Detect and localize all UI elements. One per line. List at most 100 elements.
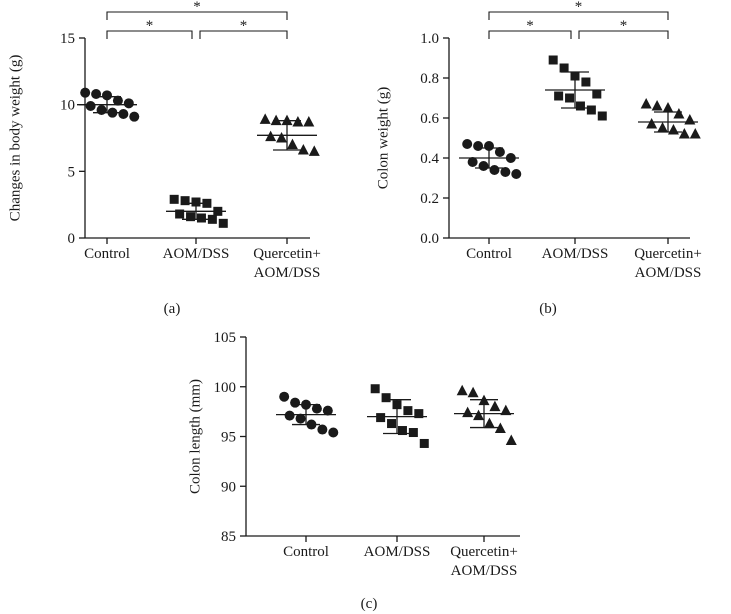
data-point-square (169, 194, 179, 204)
data-point-square (218, 218, 228, 228)
data-point-triangle (662, 102, 674, 113)
panel-label: (a) (164, 301, 181, 317)
data-point-triangle (646, 118, 658, 129)
data-point-triangle (667, 124, 679, 135)
data-point-square (581, 77, 591, 87)
series-1 (459, 139, 522, 179)
y-axis-label: Colon weight (g) (375, 87, 391, 190)
data-point-square (559, 63, 569, 73)
significance-label: * (146, 18, 154, 34)
x-tick-label-line: Quercetin+ (634, 246, 702, 262)
x-tick-label: Quercetin+ AOM/DSS (450, 544, 518, 579)
data-point-circle (478, 161, 489, 171)
x-tick-label-line: Control (283, 544, 329, 560)
x-tick-label: Control (283, 544, 329, 560)
data-point-circle (511, 169, 522, 179)
x-tick-label-line: Quercetin+ (253, 246, 321, 262)
x-tick-label-line: AOM/DSS (635, 265, 702, 281)
series-1 (77, 87, 140, 122)
data-point-circle (118, 109, 129, 119)
data-point-square (565, 93, 575, 103)
y-axis-label: Changes in body weight (g) (7, 55, 23, 222)
data-point-triangle (303, 116, 315, 127)
axes (443, 37, 690, 244)
significance-bracket: * (106, 0, 288, 20)
data-point-triangle (297, 144, 309, 155)
data-point-triangle (494, 422, 506, 434)
data-point-circle (279, 391, 290, 402)
significance-bracket: * (488, 18, 572, 39)
data-point-circle (85, 101, 96, 111)
data-point-triangle (489, 400, 501, 412)
data-point-triangle (473, 409, 485, 421)
y-tick-label: 1.0 (420, 31, 439, 47)
significance-bracket: * (488, 0, 669, 20)
y-tick-label: 0 (68, 231, 76, 247)
panel-label: (c) (361, 596, 378, 612)
y-tick-label: 95 (221, 430, 236, 446)
x-tick-label-line: Control (466, 246, 512, 262)
data-point-square (196, 213, 206, 223)
data-point-square (175, 209, 185, 219)
chart-panel-2: 0.0 0.2 0.4 0.6 0.8 1.0 Colon weight (g) Contro… (375, 0, 702, 317)
series-3 (638, 98, 701, 139)
x-tick-label: Quercetin+ AOM/DSS (634, 246, 702, 281)
x-tick-label-line: Quercetin+ (450, 544, 518, 560)
y-tick-label: 0.6 (420, 111, 439, 127)
significance-label: * (526, 18, 534, 34)
data-point-circle (290, 397, 301, 408)
x-tick-label-line: AOM/DSS (542, 246, 609, 262)
x-tick-label-line: AOM/DSS (451, 563, 518, 579)
bracket-line (578, 30, 669, 39)
significance-label: * (575, 0, 583, 15)
y-tick-label: 85 (221, 529, 236, 545)
y-tick-label: 5 (68, 164, 76, 180)
data-point-circle (500, 167, 511, 177)
data-point-circle (489, 165, 500, 175)
y-tick-label: 10 (60, 98, 75, 114)
data-point-square (207, 214, 217, 224)
data-point-square (414, 409, 424, 419)
data-point-triangle (651, 100, 663, 111)
data-point-triangle (505, 434, 517, 445)
series-3 (257, 113, 320, 156)
y-tick-label: 15 (60, 31, 75, 47)
data-point-square (186, 212, 196, 222)
data-point-triangle (684, 114, 696, 125)
data-point-circle (462, 139, 473, 149)
x-tick-label: Control (84, 246, 130, 262)
chart-panel-1: 0 5 10 15 Changes in body weight (g) Control A… (7, 0, 321, 317)
data-point-circle (123, 98, 134, 109)
data-point-triangle (678, 128, 690, 139)
data-point-circle (328, 427, 339, 438)
data-point-square (597, 111, 607, 121)
data-point-square (370, 384, 380, 394)
data-point-square (191, 197, 201, 207)
data-point-circle (467, 157, 478, 167)
data-point-triangle (286, 138, 298, 150)
data-point-square (554, 91, 564, 101)
data-point-square (387, 419, 397, 429)
x-tick-label: Quercetin+ AOM/DSS (253, 246, 321, 281)
data-point-circle (129, 111, 140, 122)
data-point-square (403, 406, 413, 416)
bracket-line (199, 30, 288, 39)
data-point-circle (96, 105, 107, 115)
data-point-triangle (276, 132, 288, 143)
x-tick-label-line: AOM/DSS (163, 246, 230, 262)
data-point-square (548, 55, 558, 65)
data-point-circle (112, 95, 123, 106)
x-tick-label-line: Control (84, 246, 130, 262)
data-point-triangle (281, 114, 293, 126)
significance-label: * (620, 18, 628, 34)
data-point-triangle (308, 145, 320, 156)
axes (240, 336, 520, 542)
bracket-line (106, 30, 193, 39)
chart-panel-3: 85 90 95 100 105 Colon length (mm) Control AOM/… (187, 330, 520, 612)
significance-bracket: * (578, 18, 669, 39)
series-2 (166, 194, 228, 228)
data-point-triangle (462, 406, 474, 418)
y-tick-label: 0.0 (420, 231, 439, 247)
panel-label: (b) (539, 301, 557, 317)
data-point-triangle (673, 108, 685, 119)
